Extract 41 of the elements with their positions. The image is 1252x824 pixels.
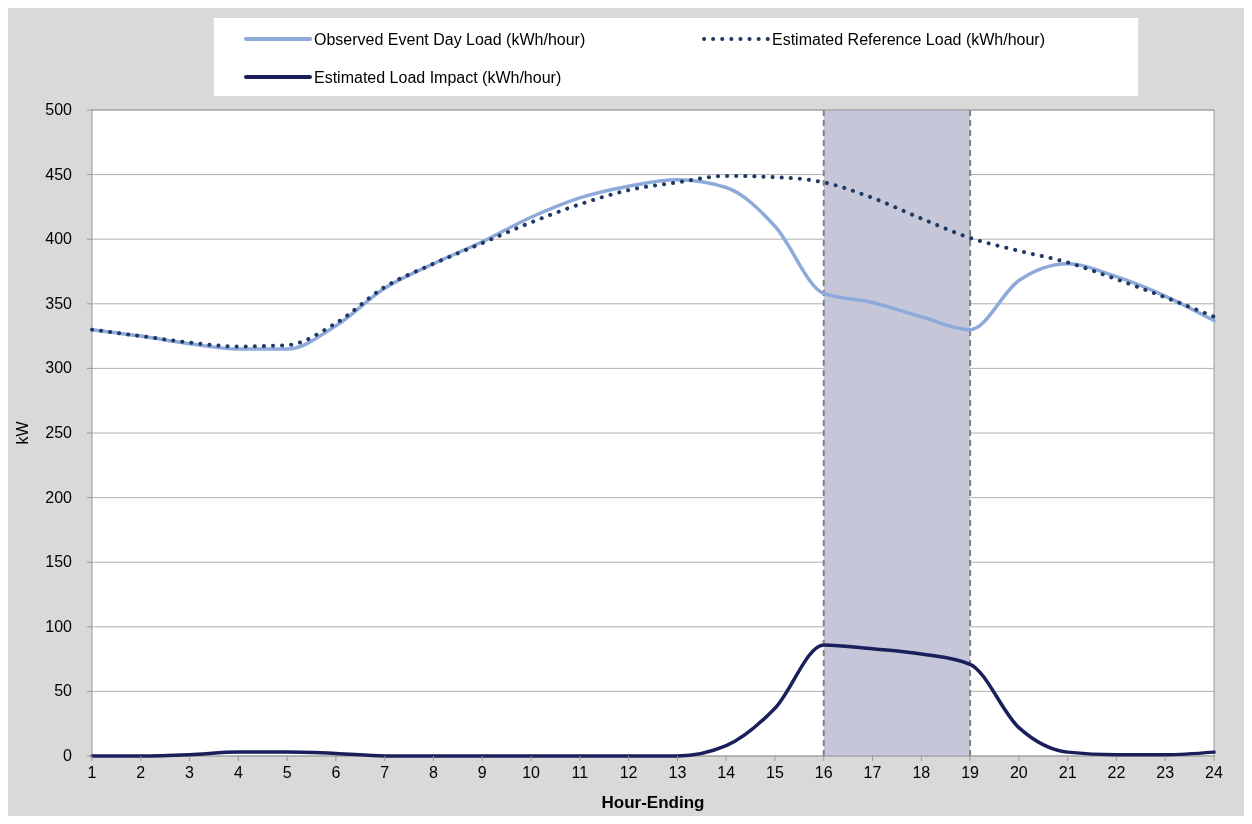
y-tick-label: 300 [45, 359, 73, 377]
x-axis-title: Hour-Ending [601, 793, 705, 812]
x-tick-label: 23 [1156, 764, 1175, 781]
legend-label: Estimated Reference Load (kWh/hour) [772, 31, 1046, 48]
x-tick-label: 19 [961, 764, 980, 781]
x-tick-label: 7 [380, 764, 390, 781]
legend-label: Estimated Load Impact (kWh/hour) [314, 69, 562, 86]
x-tick-label: 20 [1009, 764, 1028, 781]
x-tick-label: 12 [619, 764, 638, 781]
x-tick-label: 22 [1107, 764, 1126, 781]
x-tick-label: 6 [331, 764, 341, 781]
legend-label: Observed Event Day Load (kWh/hour) [314, 31, 586, 48]
x-tick-label: 15 [766, 764, 784, 781]
x-tick-label: 1 [87, 764, 97, 781]
x-tick-label: 18 [912, 764, 931, 781]
x-tick-label: 14 [717, 764, 736, 781]
x-tick-label: 11 [571, 764, 589, 781]
x-tick-label: 8 [429, 764, 439, 781]
y-tick-label: 450 [45, 165, 73, 183]
x-tick-label: 10 [522, 764, 541, 781]
x-tick-label: 24 [1205, 764, 1223, 781]
x-tick-label: 4 [233, 764, 243, 781]
x-tick-label: 16 [814, 764, 833, 781]
y-tick-label: 200 [45, 488, 73, 506]
x-tick-label: 5 [282, 764, 292, 781]
y-tick-label: 150 [45, 553, 73, 571]
y-tick-label: 100 [45, 617, 73, 635]
y-tick-label: 400 [45, 230, 73, 248]
x-tick-label: 9 [477, 764, 487, 781]
line-series [90, 643, 1216, 758]
x-tick-label: 2 [136, 764, 146, 781]
y-tick-label: 0 [63, 747, 73, 764]
x-tick-label: 13 [668, 764, 687, 781]
y-axis-title: kW [14, 420, 31, 445]
y-tick-label: 500 [45, 101, 73, 118]
x-tick-label: 17 [863, 764, 882, 781]
y-tick-label: 250 [45, 424, 73, 441]
y-tick-label: 350 [45, 294, 73, 312]
x-tick-label: 21 [1058, 764, 1077, 781]
x-tick-label: 3 [185, 764, 195, 781]
y-tick-label: 50 [54, 682, 73, 700]
